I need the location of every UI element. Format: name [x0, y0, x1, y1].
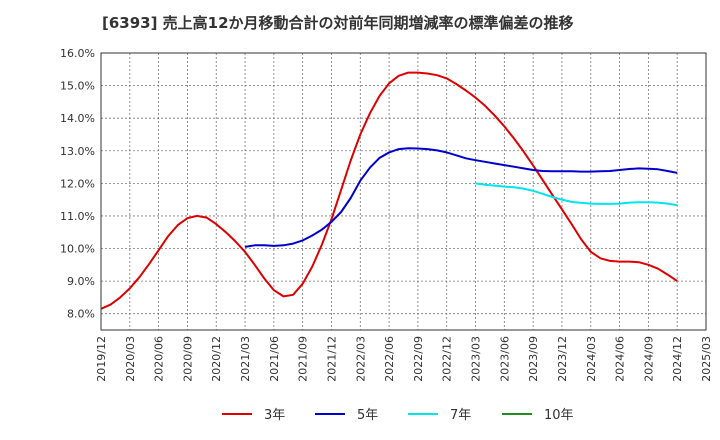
x-tick-label: 2019/12	[95, 336, 108, 382]
x-tick-label: 2024/12	[671, 336, 684, 382]
y-tick-label: 15.0%	[60, 80, 95, 93]
x-tick-label: 2020/06	[153, 336, 166, 382]
legend-label: 10年	[544, 408, 574, 423]
x-tick-label: 2024/09	[642, 336, 655, 382]
legend-label: 3年	[264, 408, 285, 423]
x-tick-label: 2023/06	[498, 336, 511, 382]
x-tick-label: 2021/06	[268, 336, 281, 382]
series-line-7年	[475, 182, 678, 207]
series-line-3年	[100, 71, 678, 310]
x-axis: 2019/12 2020/03 2020/06 2020/09 2020/12 2021/…	[95, 336, 713, 382]
x-tick-label: 2023/03	[470, 336, 483, 382]
y-tick-label: 16.0%	[60, 47, 95, 60]
legend-label: 7年	[450, 408, 471, 423]
x-tick-label: 2024/03	[585, 336, 598, 382]
y-tick-label: 10.0%	[60, 243, 95, 256]
series-line-5年	[244, 147, 678, 248]
series-lines	[100, 71, 678, 310]
grid-lines	[100, 52, 707, 330]
x-tick-label: 2020/12	[210, 336, 223, 382]
y-tick-label: 11.0%	[60, 210, 95, 223]
y-tick-label: 14.0%	[60, 112, 95, 125]
x-tick-label: 2020/09	[181, 336, 194, 382]
plot-frame	[100, 52, 707, 331]
x-tick-label: 2022/09	[412, 336, 425, 382]
x-tick-label: 2021/12	[325, 336, 338, 382]
x-tick-label: 2021/03	[239, 336, 252, 382]
x-tick-label: 2023/09	[527, 336, 540, 382]
legend-label: 5年	[357, 408, 378, 423]
y-tick-label: 9.0%	[67, 275, 95, 288]
y-axis: 8.0% 9.0% 10.0% 11.0% 12.0% 13.0% 14.0% 15.0% 16…	[60, 47, 95, 321]
x-tick-label: 2020/03	[124, 336, 137, 382]
legend: 3年 5年 7年 10年	[222, 408, 574, 423]
x-tick-label: 2022/06	[383, 336, 396, 382]
x-tick-label: 2022/03	[354, 336, 367, 382]
y-tick-label: 13.0%	[60, 145, 95, 158]
y-tick-label: 8.0%	[67, 308, 95, 321]
x-tick-label: 2025/03	[700, 336, 713, 382]
chart-title: [6393] 売上高12か月移動合計の対前年同期増減率の標準偏差の推移	[102, 14, 574, 32]
x-tick-label: 2023/12	[556, 336, 569, 382]
y-tick-label: 12.0%	[60, 177, 95, 190]
x-tick-label: 2022/12	[441, 336, 454, 382]
x-tick-label: 2021/09	[297, 336, 310, 382]
x-tick-label: 2024/06	[614, 336, 627, 382]
